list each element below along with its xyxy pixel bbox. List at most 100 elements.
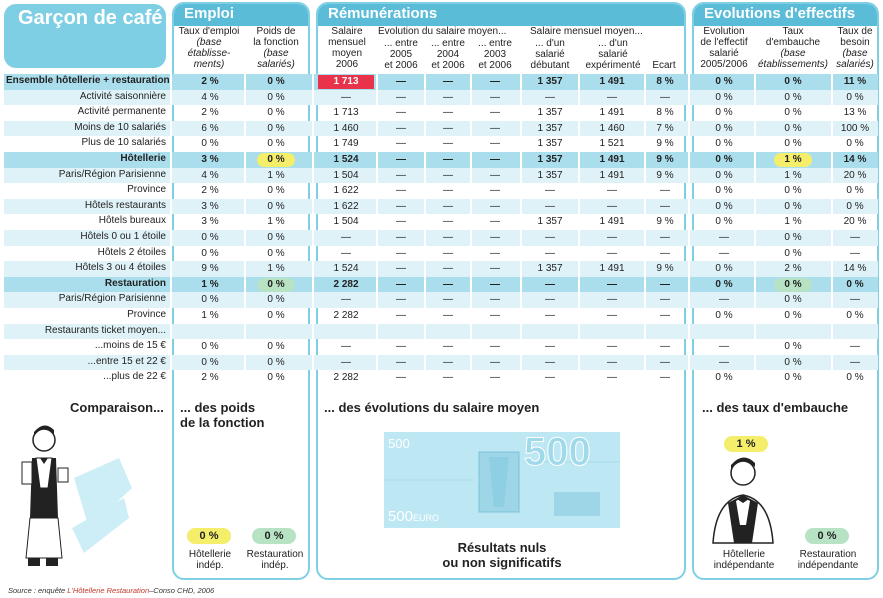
row-label: Activité saisonnière (79, 90, 166, 102)
table-cell: — (545, 310, 555, 321)
table-cell: — (396, 185, 406, 197)
table-cell: 9 % (201, 263, 219, 275)
row-label: Hôtels bureaux (98, 215, 166, 227)
table-cell: — (443, 278, 453, 290)
table-cell: — (719, 247, 729, 259)
table-cell: — (396, 138, 406, 150)
header-entre-2003: ... entre 2003 et 2006 (478, 38, 512, 71)
table-cell: 0 % (267, 310, 285, 321)
table-cell: — (719, 356, 729, 368)
table-cell: — (607, 247, 617, 259)
table-row (4, 292, 878, 308)
banknote-image: 500 500 500EURO (384, 430, 620, 528)
table-cell: — (490, 169, 500, 181)
table-cell: 1 491 (599, 216, 625, 228)
table-cell: 0 % (784, 122, 802, 134)
row-label: Hôtels restaurants (84, 199, 166, 211)
table-cell: — (396, 200, 406, 212)
comparaison-title: Comparaison... (70, 400, 164, 415)
row-label: Restauration (104, 277, 166, 289)
table-cell: 14 % (843, 154, 867, 165)
table-cell: — (545, 341, 555, 353)
table-cell: — (396, 247, 406, 259)
table-cell (176, 325, 244, 339)
table-cell: — (545, 200, 555, 212)
table-row (4, 261, 878, 277)
table-cell: 9 % (656, 263, 674, 275)
table-cell: 2 % (201, 76, 219, 87)
table-cell: — (396, 310, 406, 321)
table-cell: 9 % (656, 169, 674, 181)
table-cell: — (850, 247, 860, 259)
table-cell: 0 % (257, 153, 295, 167)
table-cell: 1 357 (537, 138, 563, 150)
header-ecart: Ecart (652, 60, 676, 71)
section-evolutions-title: Evolutions d'effectifs (704, 5, 856, 22)
table-cell: 0 % (715, 169, 733, 181)
column-divider (578, 74, 580, 386)
embauche-title: ... des taux d'embauche (702, 400, 849, 415)
table-cell: — (396, 76, 406, 87)
table-cell: 0 % (257, 277, 295, 292)
header-taux-embauche: Taux d'embauche (base établissements) (757, 26, 829, 70)
table-cell: — (341, 294, 351, 306)
table-cell: 0 % (784, 107, 802, 119)
table-cell: 1 491 (599, 154, 625, 165)
table-cell: 0 % (784, 294, 802, 306)
table-cell: — (396, 232, 406, 243)
table-cell: — (490, 200, 500, 212)
row-label: Activité permanente (77, 106, 166, 118)
table-cell: 1 % (267, 216, 285, 228)
table-cell: — (660, 372, 670, 384)
table-cell: — (443, 294, 453, 306)
table-cell: 0 % (267, 372, 285, 384)
table-cell: 2 282 (333, 278, 359, 290)
header-evolution-salaire: Evolution du salaire moyen... (378, 26, 507, 37)
row-label: Paris/Région Parisienne (58, 168, 166, 180)
table-cell: — (545, 294, 555, 306)
table-cell: 0 % (267, 107, 285, 119)
table-row (4, 74, 878, 90)
row-label: Paris/Région Parisienne (58, 293, 166, 305)
table-cell: — (490, 154, 500, 165)
row-label: ...moins de 15 € (94, 340, 166, 352)
poids-title: ... des poids de la fonction (180, 400, 265, 430)
table-cell: 1 504 (333, 169, 359, 181)
table-cell: 4 % (201, 169, 219, 181)
table-cell (646, 325, 684, 339)
table-cell: — (607, 91, 617, 103)
table-row (4, 354, 878, 371)
table-cell: 1 357 (537, 107, 563, 119)
table-cell: 0 % (784, 310, 802, 321)
table-cell: — (396, 278, 406, 290)
table-cell: — (443, 91, 453, 103)
table-cell: 1 % (201, 310, 219, 321)
header-entre-2005: ... entre 2005 et 2006 (384, 38, 418, 71)
table-cell: — (396, 91, 406, 103)
table-cell: 0 % (784, 247, 802, 259)
row-label: ...plus de 22 € (103, 371, 166, 383)
header-entre-2004: ... entre 2004 et 2006 (431, 38, 465, 71)
table-cell (472, 325, 518, 339)
table-cell (756, 325, 830, 339)
table-cell: 0 % (784, 76, 802, 87)
table-cell: 0 % (201, 341, 219, 353)
table-cell: 3 % (201, 154, 219, 165)
table-cell: 0 % (267, 294, 285, 306)
table-cell: 0 % (715, 310, 733, 321)
table-cell: 1 357 (537, 154, 563, 165)
column-divider (376, 74, 378, 386)
row-label: Province (127, 309, 166, 320)
table-cell: 8 % (656, 107, 674, 119)
table-cell: — (545, 91, 555, 103)
table-cell: — (443, 372, 453, 384)
table-cell: 1 357 (537, 169, 563, 181)
table-cell: 2 % (201, 107, 219, 119)
column-divider (424, 74, 426, 386)
table-cell: — (341, 341, 351, 353)
table-cell: — (490, 372, 500, 384)
banknote-pattern-icon (384, 432, 620, 528)
table-row (4, 89, 878, 106)
table-cell: 0 % (846, 372, 864, 384)
table-cell: — (490, 185, 500, 197)
